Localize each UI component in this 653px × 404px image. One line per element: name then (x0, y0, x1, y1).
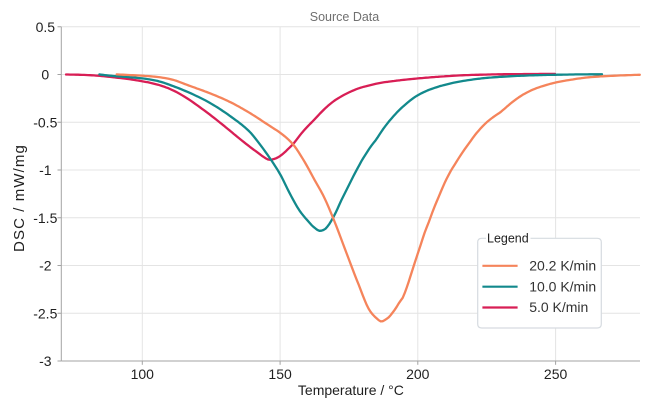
svg-text:-2.5: -2.5 (33, 305, 57, 321)
svg-text:Source Data: Source Data (310, 10, 380, 24)
svg-text:200: 200 (406, 366, 430, 382)
svg-text:250: 250 (544, 366, 568, 382)
svg-text:-2: -2 (39, 258, 52, 274)
svg-text:0: 0 (41, 67, 49, 83)
svg-text:-0.5: -0.5 (33, 114, 57, 130)
svg-text:150: 150 (268, 366, 292, 382)
svg-text:Legend: Legend (487, 232, 529, 246)
svg-text:0.5: 0.5 (36, 19, 56, 35)
svg-text:DSC / mW/mg: DSC / mW/mg (11, 144, 28, 252)
svg-text:Temperature / °C: Temperature / °C (298, 382, 404, 398)
svg-text:-1.5: -1.5 (33, 210, 57, 226)
svg-text:100: 100 (131, 366, 155, 382)
svg-text:20.2 K/min: 20.2 K/min (529, 258, 596, 274)
svg-text:5.0 K/min: 5.0 K/min (529, 299, 588, 315)
svg-text:-3: -3 (39, 353, 52, 369)
svg-text:-1: -1 (39, 162, 52, 178)
svg-text:10.0 K/min: 10.0 K/min (529, 278, 596, 294)
